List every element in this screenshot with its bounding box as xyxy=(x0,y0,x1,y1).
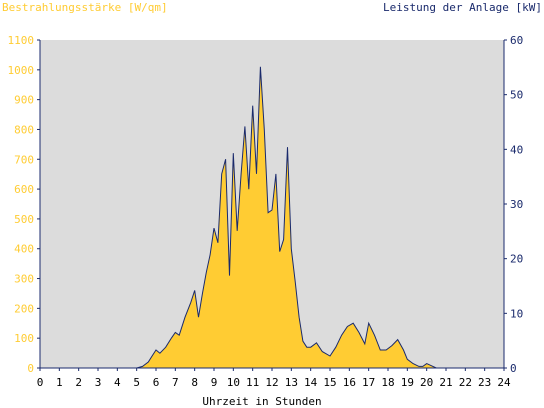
series-layer xyxy=(40,66,504,369)
y-left-tick-label: 200 xyxy=(14,302,34,315)
x-tick-label: 22 xyxy=(459,376,472,389)
x-tick-label: 1 xyxy=(56,376,63,389)
x-tick-label: 15 xyxy=(323,376,336,389)
y-left-tick-label: 300 xyxy=(14,273,34,286)
right-axis-title: Leistung der Anlage [kW] xyxy=(383,1,542,14)
y-left-tick-label: 600 xyxy=(14,183,34,196)
x-tick-label: 23 xyxy=(478,376,491,389)
series-irradiance-area xyxy=(40,66,504,369)
x-axis-title: Uhrzeit in Stunden xyxy=(202,395,321,408)
y-right-tick-label: 50 xyxy=(510,89,523,102)
y-right-tick-label: 40 xyxy=(510,143,523,156)
x-tick-label: 2 xyxy=(75,376,82,389)
ticks-layer: 0100200300400500600700800900100011000102… xyxy=(8,34,524,389)
y-left-tick-label: 1000 xyxy=(8,64,35,77)
x-tick-label: 4 xyxy=(114,376,121,389)
x-tick-label: 19 xyxy=(401,376,414,389)
y-left-tick-label: 1100 xyxy=(8,34,35,47)
x-tick-label: 6 xyxy=(153,376,160,389)
x-tick-label: 8 xyxy=(191,376,198,389)
y-left-tick-label: 700 xyxy=(14,153,34,166)
x-tick-label: 18 xyxy=(381,376,394,389)
x-tick-label: 20 xyxy=(420,376,433,389)
y-left-tick-label: 0 xyxy=(27,362,34,375)
x-tick-label: 21 xyxy=(439,376,452,389)
x-tick-label: 0 xyxy=(37,376,44,389)
y-left-tick-label: 500 xyxy=(14,213,34,226)
x-tick-label: 24 xyxy=(497,376,511,389)
y-left-tick-label: 800 xyxy=(14,123,34,136)
x-tick-label: 13 xyxy=(285,376,298,389)
y-right-tick-label: 0 xyxy=(510,362,517,375)
series-power-line xyxy=(40,66,504,369)
x-tick-label: 12 xyxy=(265,376,278,389)
y-left-tick-label: 100 xyxy=(14,332,34,345)
x-tick-label: 11 xyxy=(246,376,259,389)
y-left-tick-label: 400 xyxy=(14,243,34,256)
y-left-tick-label: 900 xyxy=(14,94,34,107)
y-right-tick-label: 10 xyxy=(510,307,523,320)
y-right-tick-label: 20 xyxy=(510,253,523,266)
x-tick-label: 10 xyxy=(227,376,240,389)
x-tick-label: 5 xyxy=(133,376,140,389)
y-right-tick-label: 60 xyxy=(510,34,523,47)
left-axis-title: Bestrahlungsstärke [W/qm] xyxy=(2,1,168,14)
x-tick-label: 16 xyxy=(343,376,356,389)
x-tick-label: 9 xyxy=(211,376,218,389)
x-tick-label: 14 xyxy=(304,376,318,389)
y-right-tick-label: 30 xyxy=(510,198,523,211)
x-tick-label: 3 xyxy=(95,376,102,389)
x-tick-label: 7 xyxy=(172,376,179,389)
x-tick-label: 17 xyxy=(362,376,375,389)
